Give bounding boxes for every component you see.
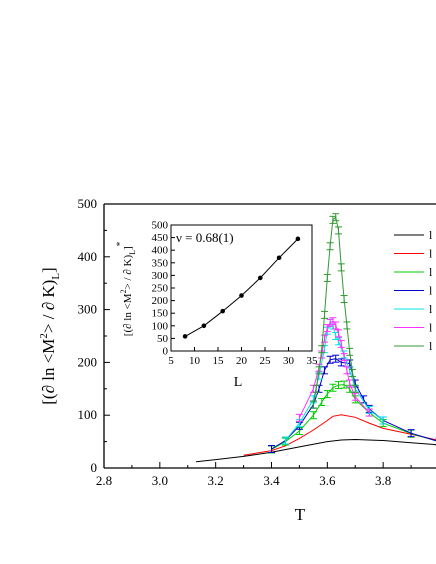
inset-point bbox=[239, 293, 244, 298]
series-7-errorbar bbox=[340, 295, 348, 304]
legend-label-6: l bbox=[429, 321, 433, 335]
main-plot: 2.83.03.23.43.63.840100200300400500 T [(… bbox=[38, 196, 436, 524]
series-4-errorbar bbox=[407, 429, 415, 438]
inset-y-tick-label: 400 bbox=[152, 245, 169, 257]
series-7-errorbar bbox=[332, 213, 340, 222]
series-6-errorbar bbox=[332, 321, 340, 330]
inset-y-tick-label: 200 bbox=[152, 295, 169, 307]
legend-label-2: l bbox=[429, 247, 433, 261]
series-7-errorbar bbox=[335, 226, 342, 235]
series-6-errorbar bbox=[365, 408, 373, 417]
inset-y-label: [(∂ ln <M2> / ∂ K)L]* bbox=[115, 241, 137, 336]
series-7-errorbar bbox=[343, 321, 351, 330]
main-x-tick-label: 3.8 bbox=[375, 473, 391, 488]
inset-x-tick-label: 5 bbox=[168, 355, 174, 367]
main-y-tick-label: 100 bbox=[78, 407, 98, 422]
series-6-errorbar bbox=[340, 353, 348, 362]
inset-x-tick-label: 10 bbox=[189, 355, 201, 367]
main-x-tick-label: 3.6 bbox=[319, 473, 336, 488]
series-7-errorbar bbox=[346, 347, 354, 356]
inset-x-tick-label: 35 bbox=[307, 355, 319, 367]
series-6-errorbar bbox=[343, 366, 351, 375]
main-y-tick-label: 300 bbox=[78, 302, 98, 317]
series-4-errorbar bbox=[332, 354, 340, 363]
inset-x-tick-label: 20 bbox=[236, 355, 248, 367]
legend-label-1: l bbox=[429, 228, 433, 242]
main-x-tick-label: 3.2 bbox=[208, 473, 224, 488]
series-7-errorbar bbox=[312, 384, 320, 393]
series-4-errorbar bbox=[268, 444, 275, 453]
inset-point bbox=[201, 323, 207, 329]
inset-point bbox=[258, 275, 263, 281]
inset-annotation: ν = 0.68(1) bbox=[176, 230, 234, 245]
series-7-errorbar bbox=[348, 368, 356, 377]
inset-y-tick-label: 450 bbox=[152, 232, 169, 244]
legend-label-3: l bbox=[429, 265, 433, 279]
series-7-errorbar bbox=[315, 366, 323, 375]
series-line-2 bbox=[243, 414, 436, 456]
main-x-tick-label: 3.4 bbox=[263, 473, 280, 488]
inset-y-tick-label: 150 bbox=[152, 308, 169, 320]
main-y-tick-label: 200 bbox=[78, 354, 98, 369]
inset-x-tick-label: 15 bbox=[213, 355, 225, 367]
main-x-label: T bbox=[295, 505, 306, 524]
legend-label-5: l bbox=[429, 302, 433, 316]
inset-point bbox=[295, 236, 301, 242]
series-7-errorbar bbox=[321, 310, 329, 319]
series-3-errorbar bbox=[340, 380, 348, 389]
main-y-tick-label: 500 bbox=[78, 196, 98, 211]
inset-y-tick-label: 500 bbox=[152, 220, 169, 232]
series-6-errorbar bbox=[337, 339, 345, 348]
series-7-errorbar bbox=[326, 242, 334, 251]
series-3-errorbar bbox=[329, 383, 337, 392]
series-7-errorbar bbox=[318, 345, 326, 354]
inset-point bbox=[276, 255, 282, 261]
inset-plot: 5 10 15 20 25 30 35050100150200250300350400450… bbox=[115, 220, 318, 391]
series-3-errorbar bbox=[335, 381, 342, 390]
inset-y-tick-label: 300 bbox=[152, 270, 169, 282]
inset-x-tick-label: 30 bbox=[283, 355, 295, 367]
series-5-errorbar bbox=[379, 416, 387, 425]
series-3-errorbar bbox=[323, 390, 331, 399]
series-6-errorbar bbox=[335, 329, 342, 338]
main-x-tick-label: 3.0 bbox=[152, 473, 168, 488]
inset-x-tick-label: 25 bbox=[260, 355, 272, 367]
inset-point bbox=[182, 334, 188, 339]
main-y-tick-label: 400 bbox=[78, 249, 98, 264]
series-7-errorbar bbox=[337, 263, 345, 272]
inset-y-tick-label: 50 bbox=[157, 333, 169, 345]
series-6-errorbar bbox=[346, 379, 354, 388]
legend-label-7: l bbox=[429, 339, 433, 353]
main-y-tick-label: 0 bbox=[91, 460, 98, 475]
series-4-errorbar bbox=[321, 366, 329, 375]
legend-label-4: l bbox=[429, 284, 433, 298]
inset-x-label: L bbox=[234, 375, 243, 390]
series-6-errorbar bbox=[295, 413, 303, 422]
series-5-errorbar bbox=[281, 436, 289, 445]
series-3-errorbar bbox=[318, 398, 326, 406]
inset-point bbox=[220, 308, 225, 314]
series-line-7 bbox=[312, 216, 356, 405]
series-3-errorbar bbox=[309, 411, 317, 420]
series-line-1 bbox=[196, 438, 436, 463]
series-6-errorbar bbox=[351, 392, 359, 401]
inset-y-tick-label: 100 bbox=[152, 320, 169, 332]
main-y-label: [(∂ ln <M2> / ∂ K)L] bbox=[38, 267, 62, 404]
series-7-errorbar bbox=[323, 273, 331, 282]
series-4-errorbar bbox=[326, 355, 334, 364]
series-7-errorbar bbox=[351, 384, 359, 393]
inset-y-tick-label: 0 bbox=[163, 346, 169, 358]
inset-y-tick-label: 250 bbox=[152, 283, 169, 295]
inset-y-tick-label: 350 bbox=[152, 257, 169, 269]
main-x-tick-label: 2.8 bbox=[96, 473, 112, 488]
series-7-errorbar bbox=[309, 400, 317, 409]
